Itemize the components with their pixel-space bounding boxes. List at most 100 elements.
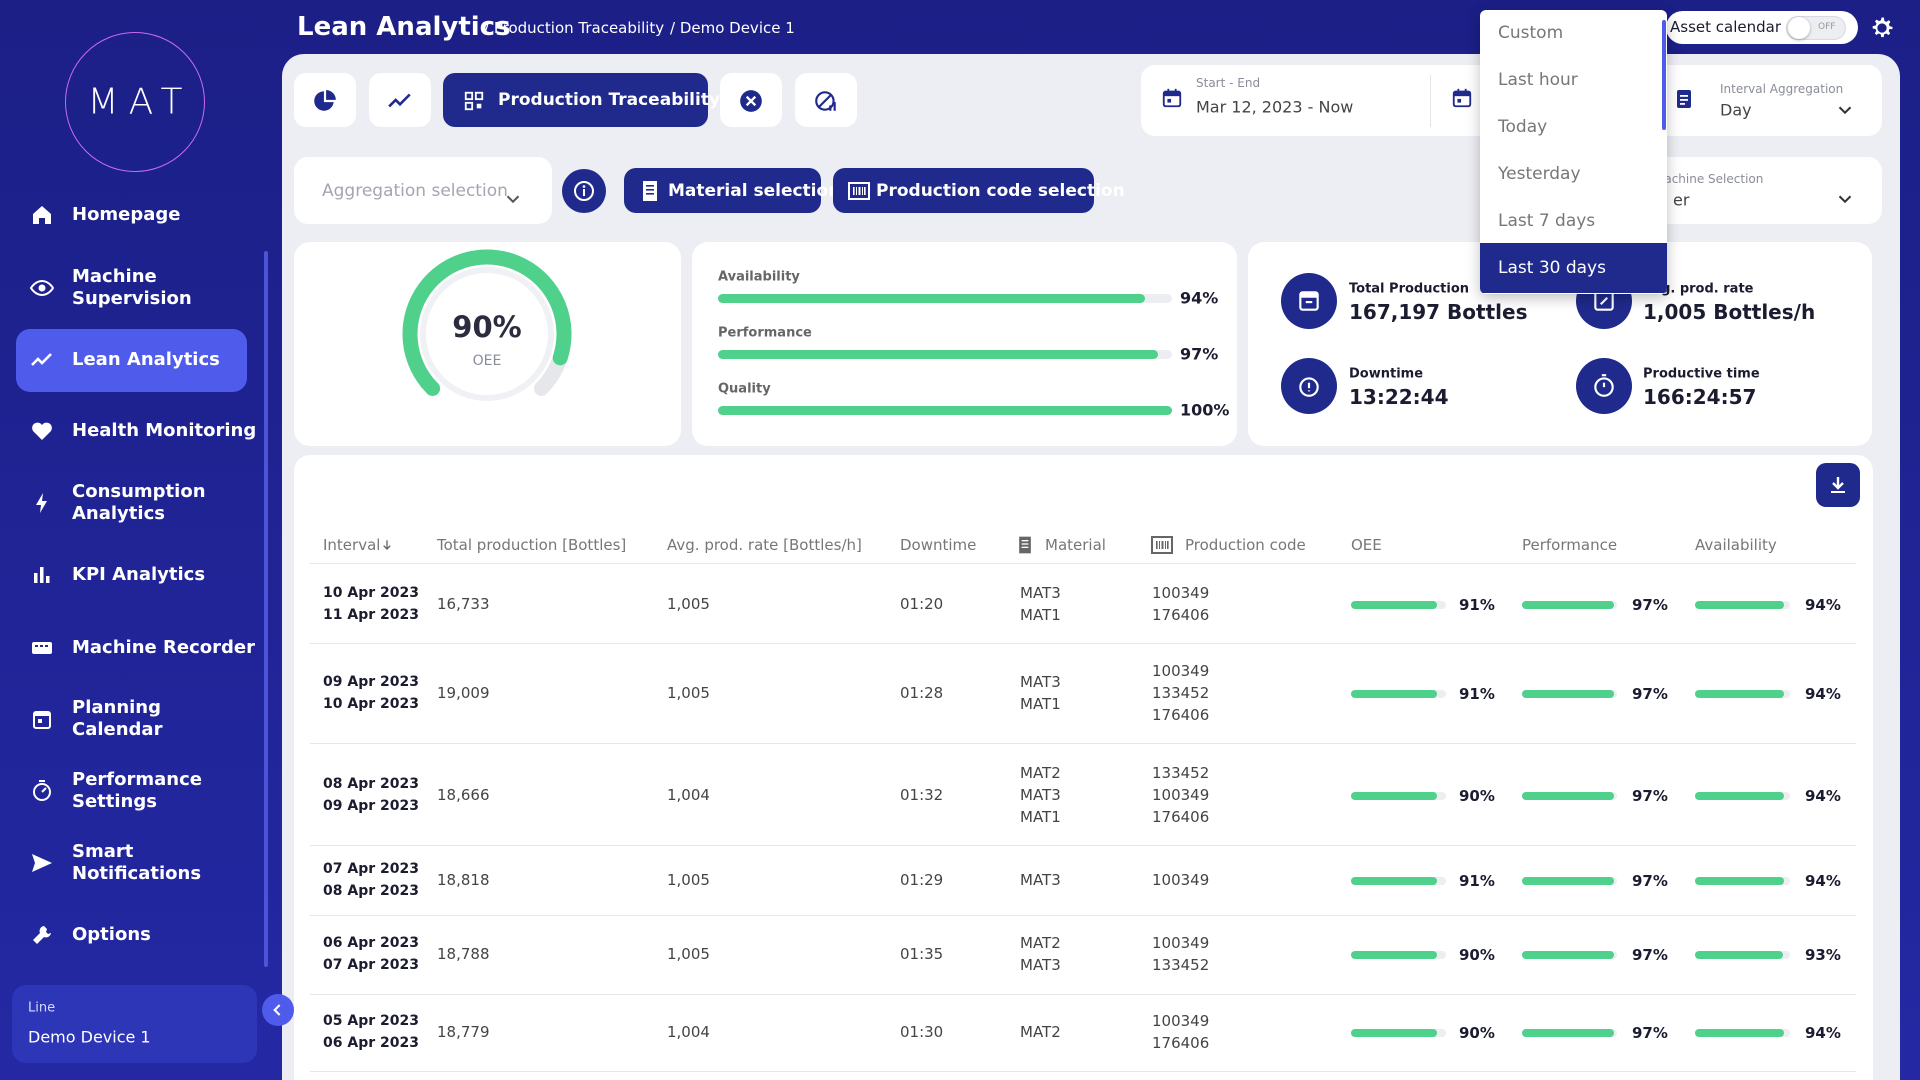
interval-date: 07 Apr 2023 bbox=[323, 861, 419, 877]
dropdown-option[interactable]: Last 7 days bbox=[1498, 211, 1596, 231]
oee-label: 90% bbox=[1459, 946, 1495, 964]
downtime: 01:35 bbox=[900, 945, 944, 963]
nav-item[interactable]: Lean Analytics bbox=[72, 349, 220, 370]
availability-label: 94% bbox=[1805, 1024, 1841, 1042]
material: MAT3 bbox=[1020, 956, 1061, 974]
avg-rate: 1,005 bbox=[667, 945, 710, 963]
aggregation-select[interactable] bbox=[294, 157, 552, 224]
avg-rate: 1,005 bbox=[667, 684, 710, 702]
nav-item[interactable]: Machine Supervision bbox=[72, 266, 192, 309]
dropdown-option[interactable]: Today bbox=[1498, 117, 1548, 137]
nav-icon bbox=[33, 711, 51, 729]
production-code: 176406 bbox=[1152, 1034, 1210, 1052]
nav-icon bbox=[32, 854, 52, 872]
performance-bar bbox=[1522, 601, 1615, 609]
metric-label: 100% bbox=[1180, 400, 1230, 420]
active-tab-label[interactable]: Production Traceability bbox=[498, 90, 721, 110]
barcode-icon bbox=[848, 182, 870, 200]
kpi-value: 166:24:57 bbox=[1643, 385, 1757, 409]
row-rule bbox=[310, 1071, 1856, 1072]
icon-shape bbox=[1151, 536, 1173, 554]
column-header: Production code bbox=[1185, 536, 1306, 554]
icon-shape bbox=[38, 284, 46, 292]
kpi-label: Productive time bbox=[1643, 366, 1760, 382]
icon-shape bbox=[1832, 477, 1844, 490]
material: MAT2 bbox=[1020, 934, 1061, 952]
toolbar-icon bbox=[314, 90, 336, 111]
performance-label: 97% bbox=[1632, 685, 1668, 703]
nav-item[interactable]: Smart Notifications bbox=[72, 841, 202, 884]
icon-shape bbox=[815, 91, 835, 111]
production-code: 176406 bbox=[1152, 808, 1210, 826]
collapse-button[interactable] bbox=[262, 994, 294, 1026]
kpi-icon bbox=[1594, 374, 1614, 397]
material: MAT2 bbox=[1020, 1023, 1061, 1041]
nav-item[interactable]: Consumption Analytics bbox=[72, 481, 206, 524]
production-code: 100349 bbox=[1152, 871, 1210, 889]
oee-gauge bbox=[402, 249, 572, 401]
row-rule bbox=[310, 743, 1856, 744]
date-range-value: Mar 12, 2023 - Now bbox=[1196, 97, 1354, 117]
icon-shape bbox=[1165, 541, 1166, 549]
nav-item[interactable]: Planning Calendar bbox=[72, 697, 163, 740]
nav-item[interactable]: KPI Analytics bbox=[72, 564, 206, 585]
machine-select[interactable] bbox=[1640, 157, 1882, 224]
dropdown-option[interactable]: Last hour bbox=[1498, 70, 1578, 90]
dropdown-option[interactable]: Last 30 days bbox=[1480, 243, 1667, 293]
nav-icon bbox=[30, 279, 54, 297]
nav-item[interactable]: Options bbox=[72, 924, 151, 945]
nav-icon bbox=[32, 642, 52, 654]
calendar-icon bbox=[1452, 88, 1472, 108]
icon-shape bbox=[1299, 377, 1319, 397]
icon-shape bbox=[1159, 541, 1160, 549]
metric-bar bbox=[718, 294, 1145, 303]
material: MAT1 bbox=[1020, 695, 1061, 713]
icon-shape bbox=[1680, 95, 1688, 97]
nav-item[interactable]: Machine Recorder bbox=[72, 637, 255, 658]
nav-item[interactable]: Health Monitoring bbox=[72, 420, 257, 441]
nav-icon bbox=[31, 353, 52, 366]
column-header: Performance bbox=[1522, 536, 1618, 554]
toolbar-button[interactable] bbox=[369, 73, 431, 127]
dropdown-option[interactable]: Yesterday bbox=[1498, 164, 1581, 184]
row-rule bbox=[310, 994, 1856, 995]
metric-bar bbox=[718, 406, 1172, 415]
production-code-button-label[interactable]: Production code selection bbox=[876, 181, 1125, 201]
interval-date: 09 Apr 2023 bbox=[323, 674, 419, 690]
column-header[interactable]: Interval bbox=[323, 536, 381, 554]
icon-shape bbox=[829, 105, 832, 111]
dropdown-option[interactable]: Custom bbox=[1498, 23, 1564, 43]
logo-circle bbox=[65, 32, 205, 172]
availability-bar bbox=[1695, 690, 1785, 698]
production-code: 100349 bbox=[1152, 934, 1210, 952]
gauge-value bbox=[402, 249, 572, 396]
interval-date: 06 Apr 2023 bbox=[323, 1035, 419, 1051]
column-header: Avg. prod. rate [Bottles/h] bbox=[667, 536, 862, 554]
production-code: 133452 bbox=[1152, 764, 1210, 782]
icon-shape bbox=[33, 783, 51, 801]
toggle-text: OFF bbox=[1818, 22, 1836, 32]
icon-shape bbox=[817, 93, 833, 109]
active-tab[interactable] bbox=[443, 73, 708, 127]
icon-shape bbox=[856, 187, 857, 195]
total-production: 18,666 bbox=[437, 786, 490, 804]
interval-date: 11 Apr 2023 bbox=[323, 607, 419, 623]
calendar-icon bbox=[1162, 88, 1182, 108]
performance-label: 97% bbox=[1632, 946, 1668, 964]
kpi-label: Total Production bbox=[1349, 281, 1470, 297]
toolbar-icon bbox=[388, 93, 411, 108]
toolbar-button[interactable] bbox=[294, 73, 356, 127]
performance-bar bbox=[1522, 877, 1615, 885]
material: MAT3 bbox=[1020, 871, 1061, 889]
nav-icon bbox=[33, 926, 51, 944]
nav-icon bbox=[36, 493, 47, 513]
icon-shape bbox=[858, 187, 861, 195]
icon-shape bbox=[583, 189, 585, 196]
production-code-button[interactable] bbox=[833, 168, 1094, 213]
material-button-label[interactable]: Material selection bbox=[668, 181, 841, 201]
performance-label: 97% bbox=[1632, 787, 1668, 805]
nav-item[interactable]: Performance Settings bbox=[72, 769, 202, 812]
icon-shape bbox=[1680, 103, 1685, 105]
availability-bar bbox=[1695, 601, 1785, 609]
nav-item[interactable]: Homepage bbox=[72, 204, 181, 225]
